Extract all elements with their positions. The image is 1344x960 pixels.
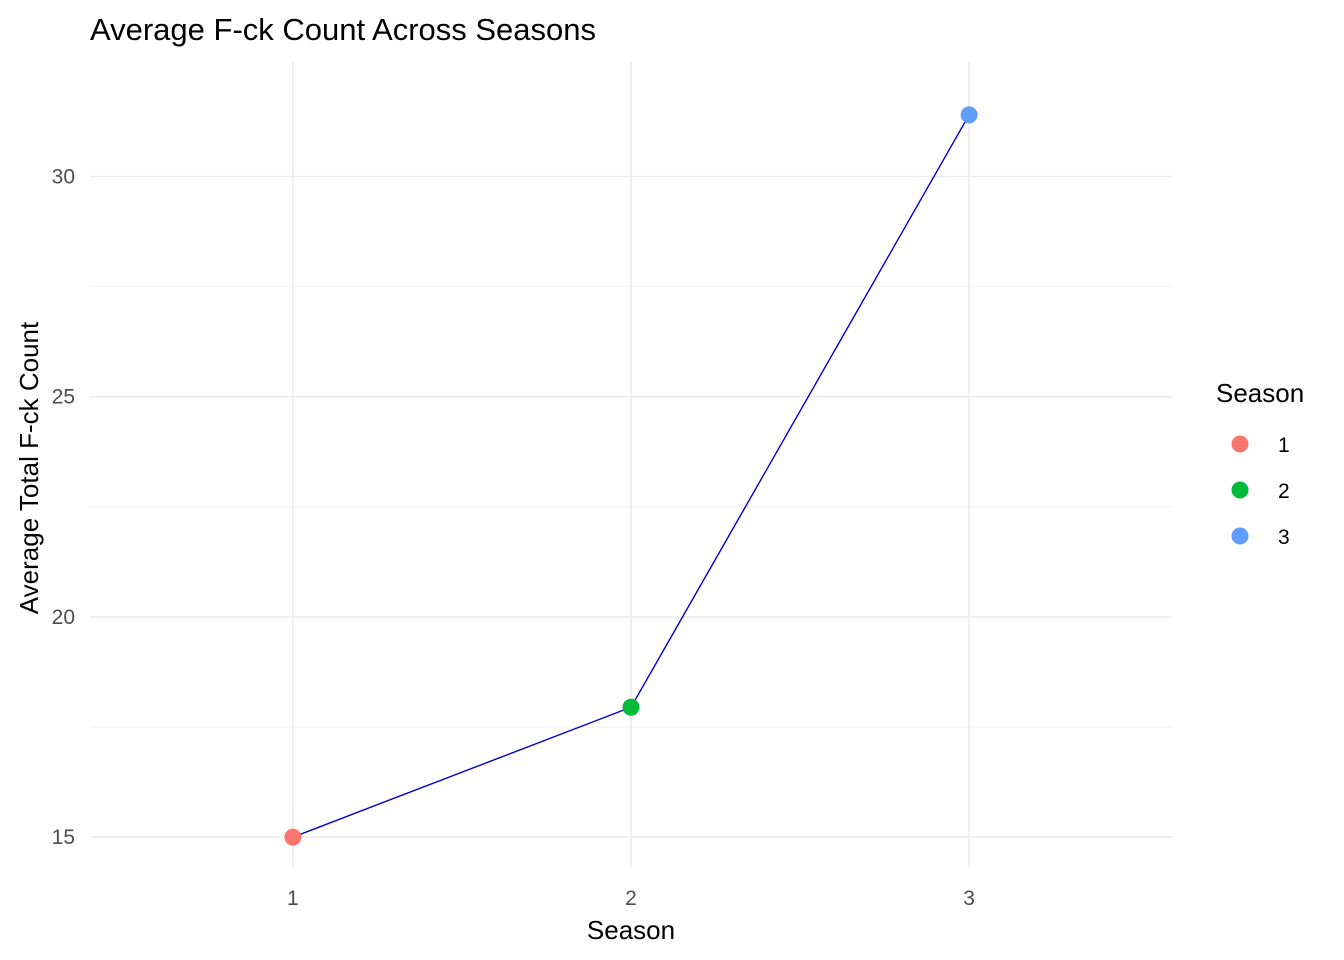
legend-label: 3 <box>1278 526 1290 549</box>
x-tick-label: 2 <box>625 887 637 910</box>
legend-key <box>1231 481 1249 499</box>
legend-label: 2 <box>1278 480 1290 503</box>
grid <box>90 62 1172 868</box>
data-point <box>284 828 302 846</box>
legend-key <box>1231 527 1249 545</box>
y-tick-label: 25 <box>52 386 75 409</box>
legend-label: 1 <box>1278 434 1290 457</box>
legend-title: Season <box>1216 378 1304 408</box>
x-tick-label: 1 <box>287 887 299 910</box>
axes: 15 20 25 30 1 2 3 <box>52 166 975 910</box>
x-tick-label: 3 <box>963 887 975 910</box>
x-axis-title: Season <box>587 915 675 945</box>
y-tick-label: 30 <box>52 166 75 189</box>
y-axis-title: Average Total F-ck Count <box>14 321 44 614</box>
chart-title: Average F-ck Count Across Seasons <box>90 12 596 47</box>
y-tick-label: 20 <box>52 606 75 629</box>
data-point <box>960 106 978 124</box>
legend-key <box>1231 435 1249 453</box>
y-tick-label: 15 <box>52 826 75 849</box>
data-point <box>622 698 640 716</box>
legend: Season 1 2 3 <box>1216 378 1304 549</box>
chart-marks <box>284 106 978 846</box>
